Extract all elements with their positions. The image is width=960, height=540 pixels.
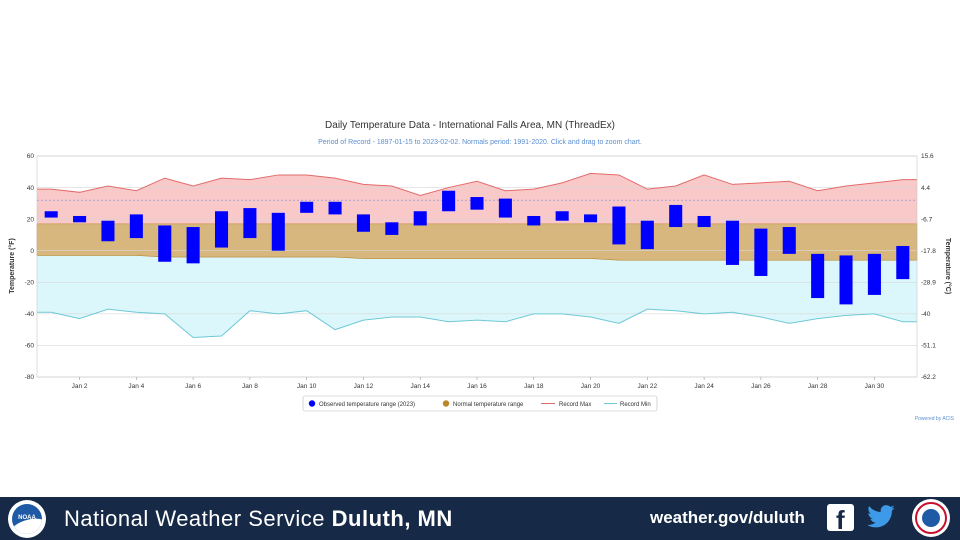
x-tick-label: Jan 10 [297, 383, 317, 390]
observed-bar[interactable] [839, 255, 853, 305]
observed-bar[interactable] [101, 220, 115, 242]
legend-label-observed[interactable]: Observed temperature range (2023) [319, 402, 415, 408]
x-tick-label: Jan 18 [524, 383, 544, 390]
observed-bar[interactable] [584, 214, 598, 223]
observed-bar[interactable] [527, 215, 541, 226]
observed-bar[interactable] [328, 201, 342, 215]
y-tick-label-left: -20 [25, 279, 35, 286]
observed-bar[interactable] [640, 220, 654, 250]
x-tick-label: Jan 20 [581, 383, 601, 390]
y-axis-label-left: Temperature (°F) [8, 238, 16, 294]
observed-bar[interactable] [243, 208, 257, 239]
y-tick-label-right: -40 [921, 311, 931, 318]
observed-bar[interactable] [214, 211, 229, 248]
chart-credit[interactable]: Powered by ACIS [915, 416, 955, 422]
temperature-chart[interactable]: Daily Temperature Data - International F… [0, 0, 960, 497]
observed-bar[interactable] [442, 190, 456, 212]
y-tick-label-right: -6.7 [921, 216, 933, 223]
observed-bar[interactable] [867, 253, 881, 295]
x-tick-label: Jan 12 [354, 383, 374, 390]
chart-title: Daily Temperature Data - International F… [325, 120, 615, 131]
observed-bar[interactable] [782, 227, 796, 254]
chart-subtitle: Period of Record - 1897-01-15 to 2023-02… [318, 139, 642, 146]
observed-bar[interactable] [612, 206, 626, 245]
x-tick-label: Jan 22 [638, 383, 658, 390]
y-tick-label-left: -40 [25, 311, 35, 318]
observed-bar[interactable] [896, 245, 910, 280]
y-tick-label-right: 15.6 [921, 153, 934, 160]
y-tick-label-left: 40 [27, 185, 35, 192]
x-tick-label: Jan 24 [694, 383, 714, 390]
legend: Observed temperature range (2023) Normal… [302, 395, 658, 412]
legend-label-record-min[interactable]: Record Min [620, 402, 651, 408]
legend-box [302, 395, 658, 412]
observed-bar[interactable] [129, 214, 143, 239]
observed-bar[interactable] [697, 215, 711, 228]
observed-bar[interactable] [555, 211, 569, 221]
y-tick-label-left: 60 [27, 153, 35, 160]
axes: 60 40 20 0 -20 -40 -60 -80 15.6 4.4 -6.7 -17.8 -28.9… [25, 153, 937, 390]
y-tick-label-right: -62.2 [921, 374, 936, 381]
observed-bar[interactable] [470, 197, 484, 210]
y-tick-label-right: -51.1 [921, 343, 936, 350]
agency-name-part1: National Weather Service [64, 506, 326, 531]
y-tick-label-right: 4.4 [921, 185, 930, 192]
observed-bar[interactable] [271, 212, 285, 251]
record-max-line [37, 172, 917, 196]
y-tick-label-left: -80 [25, 374, 35, 381]
observed-bar[interactable] [158, 225, 172, 262]
legend-marker-observed [308, 400, 316, 407]
website-link[interactable]: weather.gov/duluth [650, 508, 805, 527]
observed-bar[interactable] [385, 222, 399, 235]
observed-bar[interactable] [413, 211, 427, 226]
record-cold-band [37, 255, 917, 338]
y-tick-label-right: -17.8 [921, 248, 936, 255]
plot-area[interactable] [36, 155, 918, 378]
facebook-icon[interactable]: f [827, 504, 854, 535]
x-tick-label: Jan 14 [410, 383, 430, 390]
y-tick-label-left: 20 [27, 216, 35, 223]
y-tick-label-left: -60 [25, 343, 35, 350]
observed-bar[interactable] [498, 198, 512, 218]
observed-bar[interactable] [754, 228, 768, 276]
x-tick-label: Jan 4 [128, 383, 144, 390]
y-axis-label-right: Temperature (°C) [944, 238, 952, 294]
x-tick-label: Jan 8 [242, 383, 258, 390]
x-tick-label: Jan 30 [865, 383, 885, 390]
y-tick-label-right: -28.9 [921, 279, 936, 286]
noaa-logo-icon: NOAA [8, 500, 46, 538]
x-tick-label: Jan 28 [808, 383, 828, 390]
y-tick-label-left: 0 [30, 248, 34, 255]
observed-bar[interactable] [669, 204, 683, 228]
observed-bar[interactable] [186, 227, 200, 264]
nws-logo-icon [912, 499, 950, 537]
observed-bar[interactable] [356, 214, 370, 232]
twitter-icon[interactable] [865, 502, 897, 532]
x-tick-label: Jan 6 [185, 383, 201, 390]
footer-banner: NOAA National Weather Service Duluth, MN… [0, 497, 960, 540]
x-tick-label: Jan 26 [751, 383, 771, 390]
noaa-logo-text: NOAA [18, 515, 36, 521]
legend-label-normal[interactable]: Normal temperature range [453, 402, 524, 408]
x-tick-label: Jan 2 [72, 383, 88, 390]
observed-bar[interactable] [725, 220, 740, 265]
x-tick-label: Jan 16 [467, 383, 487, 390]
agency-name: National Weather Service Duluth, MN [64, 506, 453, 532]
legend-label-record-max[interactable]: Record Max [559, 402, 591, 408]
observed-bar[interactable] [44, 211, 58, 218]
agency-name-part2: Duluth, MN [331, 506, 453, 531]
legend-marker-normal [442, 400, 450, 407]
observed-bar[interactable] [73, 215, 87, 223]
record-min-line [37, 308, 917, 339]
observed-bar[interactable] [300, 201, 314, 213]
observed-bar[interactable] [811, 253, 825, 299]
